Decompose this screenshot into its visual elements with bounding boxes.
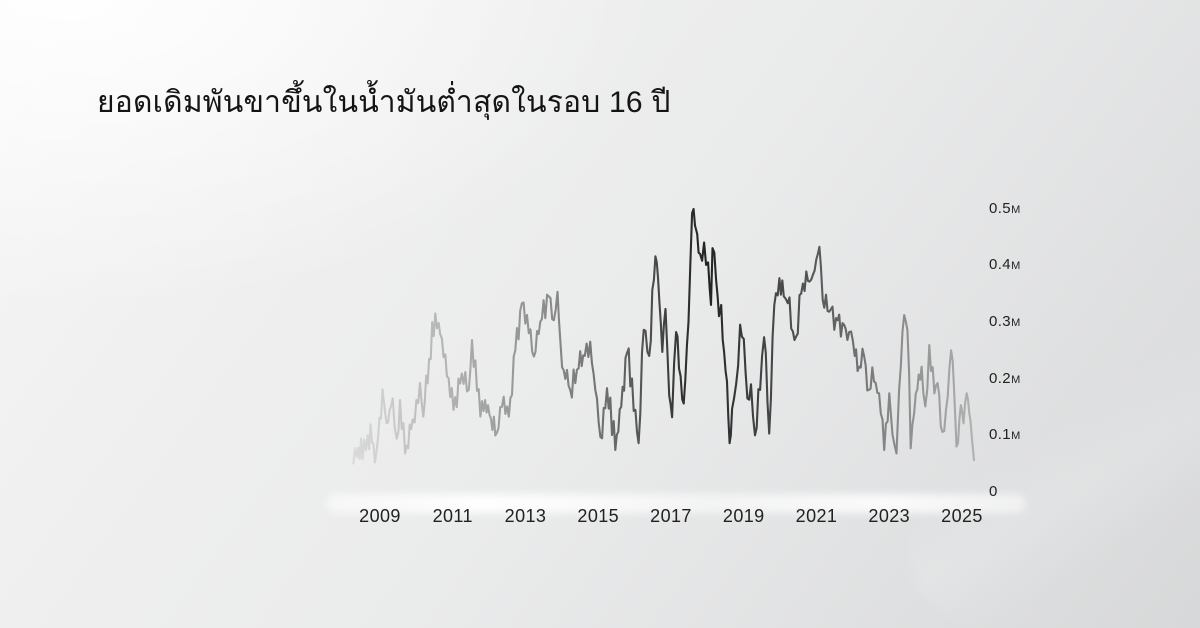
y-tick-label: 0.3M xyxy=(989,312,1021,330)
x-tick-label: 2009 xyxy=(359,506,401,526)
x-tick-label: 2021 xyxy=(795,506,838,526)
y-tick-label: 0.2M xyxy=(989,369,1021,387)
y-tick-label: 0.4M xyxy=(989,256,1021,274)
x-tick-label: 2017 xyxy=(650,506,692,526)
x-tick-label: 2023 xyxy=(868,506,911,526)
y-tick-label: 0 xyxy=(989,483,998,500)
net-long-positions-line xyxy=(352,207,976,465)
x-tick-label: 2025 xyxy=(941,506,983,526)
background-light-streak xyxy=(326,494,1026,513)
x-tick-label: 2019 xyxy=(722,506,765,526)
chart-title: ยอดเดิมพันขาขึ้นในน้ำมันต่ำสุดในรอบ 16 ป… xyxy=(97,86,671,119)
y-tick-label: 0.5M xyxy=(989,199,1021,217)
y-tick-label: 0.1M xyxy=(989,426,1021,444)
x-tick-label: 2011 xyxy=(432,506,473,526)
x-tick-label: 2015 xyxy=(577,506,620,526)
x-tick-label: 2013 xyxy=(504,506,547,526)
